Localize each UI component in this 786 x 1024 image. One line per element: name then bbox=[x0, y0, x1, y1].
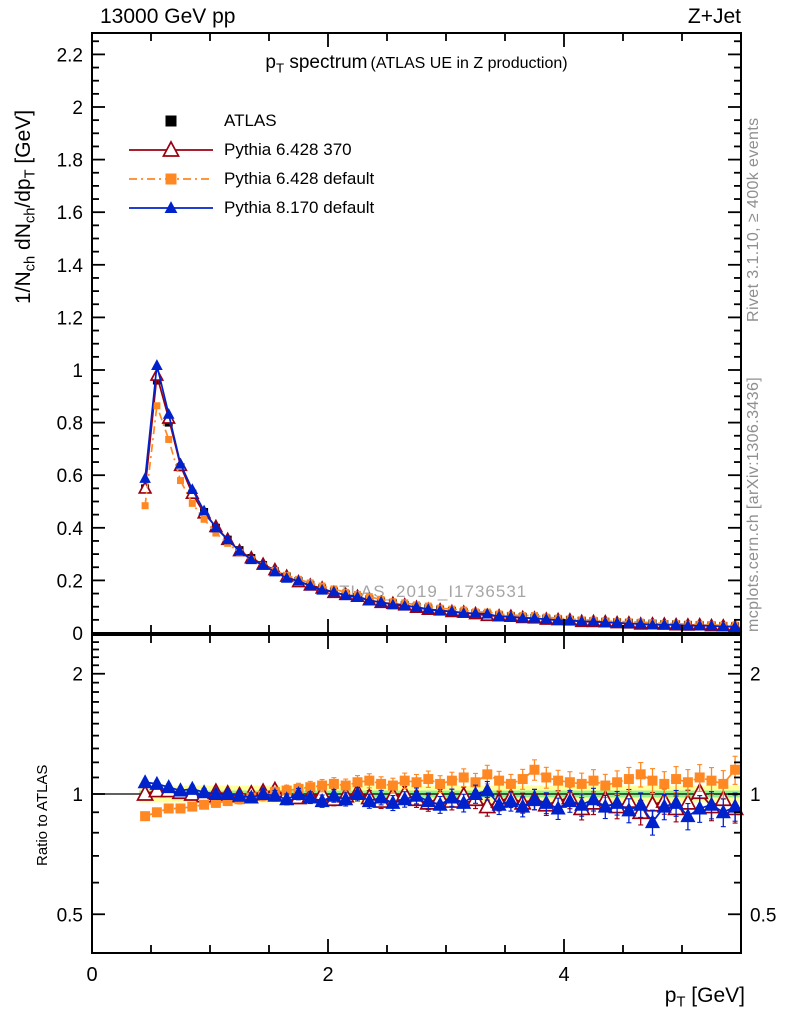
legend-item-pythia-6-428-default: Pythia 6.428 default bbox=[126, 164, 374, 193]
y-tick-label: 2.2 bbox=[57, 45, 83, 66]
header-process: Z+Jet bbox=[687, 5, 741, 28]
y-tick-label: 0 bbox=[72, 624, 83, 645]
triangle-open-legend-marker bbox=[129, 139, 213, 157]
x-tick-label: 0 bbox=[86, 964, 97, 986]
legend-item-pythia-6-428-370: Pythia 6.428 370 bbox=[126, 135, 374, 164]
ratio-tick-label-right: 0.5 bbox=[750, 905, 776, 926]
square-filled-legend-marker bbox=[165, 115, 177, 126]
x-tick-label: 4 bbox=[558, 964, 569, 986]
watermark-analysis-id: ATLAS_2019_I1736531 bbox=[328, 582, 528, 601]
y-axis-title: 1/Nch dNch/dpT [GeV] bbox=[12, 109, 39, 304]
legend-label: Pythia 6.428 default bbox=[224, 168, 375, 188]
ratio-tick-label-left: 2 bbox=[72, 665, 83, 686]
header-beam-energy: 13000 GeV pp bbox=[100, 5, 236, 28]
y-tick-label: 0.2 bbox=[57, 571, 83, 592]
y-tick-label: 1.2 bbox=[57, 308, 83, 329]
plot-title: pT spectrum (ATLAS UE in Z production) bbox=[265, 52, 568, 76]
y-tick-label: 0.8 bbox=[57, 414, 83, 435]
ratio-tick-label-left: 0.5 bbox=[57, 905, 83, 926]
side-note-mcplots: mcplots.cern.ch [arXiv:1306.3436] bbox=[745, 376, 762, 632]
y-tick-label: 1.6 bbox=[57, 203, 83, 224]
ratio-pythia-8-170-default bbox=[137, 774, 743, 836]
side-note-rivet: Rivet 3.1.10, ≥ 400k events bbox=[745, 117, 762, 322]
legend-label: Pythia 8.170 default bbox=[224, 197, 375, 217]
legend-label: ATLAS bbox=[224, 110, 277, 130]
legend-item-pythia-8-170-default: Pythia 8.170 default bbox=[126, 193, 374, 222]
y-tick-label: 2 bbox=[72, 98, 83, 119]
ratio-tick-label-right: 2 bbox=[750, 665, 761, 686]
legend: ATLAS Pythia 6.428 370 Pythia 6.428 defaul… bbox=[126, 106, 374, 222]
y-tick-label: 1 bbox=[72, 361, 83, 382]
ratio-series bbox=[136, 755, 745, 836]
spectrum-series bbox=[137, 359, 743, 633]
y-tick-label: 0.4 bbox=[57, 519, 84, 540]
spectrum-atlas bbox=[141, 376, 740, 631]
y-tick-label: 1.8 bbox=[57, 151, 83, 172]
spectrum-pythia-8-170-default bbox=[139, 359, 741, 632]
triangle-filled-legend-marker bbox=[129, 200, 213, 213]
ratio-axis-title: Ratio to ATLAS bbox=[34, 764, 51, 866]
axes: 0 0.2 0.4 0.6 0.8 1 1.2 1.4 1.6 1.8 2 2.2 0 2 4 0.5 0.5 1… bbox=[57, 32, 776, 986]
y-tick-label: 1.4 bbox=[57, 256, 84, 277]
spectrum-pythia-6-428-370 bbox=[137, 367, 743, 633]
legend-label: Pythia 6.428 370 bbox=[224, 139, 352, 159]
legend-item-atlas: ATLAS bbox=[126, 106, 374, 135]
ratio-tick-label-right: 1 bbox=[750, 785, 761, 806]
square-filled-legend-marker bbox=[129, 173, 213, 184]
x-axis-title: pT [GeV] bbox=[664, 984, 745, 1011]
spectrum-pythia-6-428-default bbox=[141, 402, 739, 629]
ratio-tick-label-left: 1 bbox=[72, 785, 83, 806]
y-tick-label: 0.6 bbox=[57, 466, 83, 487]
x-tick-label: 2 bbox=[322, 964, 333, 986]
